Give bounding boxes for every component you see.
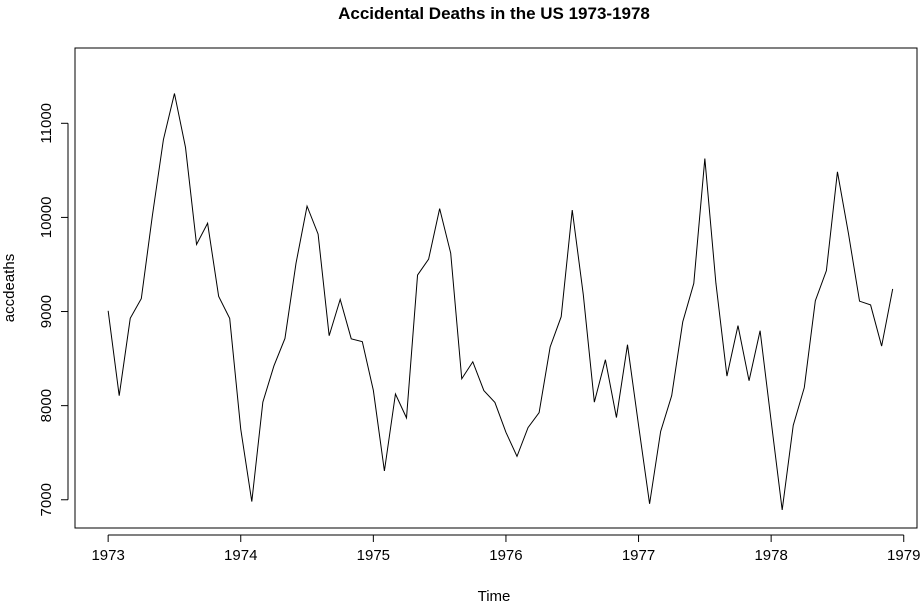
- y-tick-label: 11000: [38, 103, 55, 144]
- x-axis: 1973 1974 1975 1976 1977 1978 1979: [91, 534, 920, 564]
- y-tick-label: 10000: [38, 197, 55, 239]
- x-tick-label: 1976: [489, 547, 522, 564]
- y-axis-label: accdeaths: [1, 254, 18, 322]
- x-tick-label: 1979: [887, 547, 920, 564]
- series-line: [107, 93, 894, 510]
- x-tick-label: 1978: [754, 547, 787, 564]
- y-tick-label: 9000: [38, 295, 55, 328]
- plot-frame: [74, 47, 918, 529]
- x-tick-label: 1975: [357, 547, 390, 564]
- x-tick-label: 1973: [91, 547, 124, 564]
- chart-title: Accidental Deaths in the US 1973-1978: [338, 4, 650, 23]
- x-tick-label: 1974: [224, 547, 257, 564]
- x-axis-label: Time: [478, 588, 511, 605]
- y-axis: 7000 8000 9000 10000 11000: [38, 103, 69, 516]
- y-tick-label: 7000: [38, 483, 55, 516]
- y-tick-label: 8000: [38, 389, 55, 422]
- x-tick-label: 1977: [622, 547, 655, 564]
